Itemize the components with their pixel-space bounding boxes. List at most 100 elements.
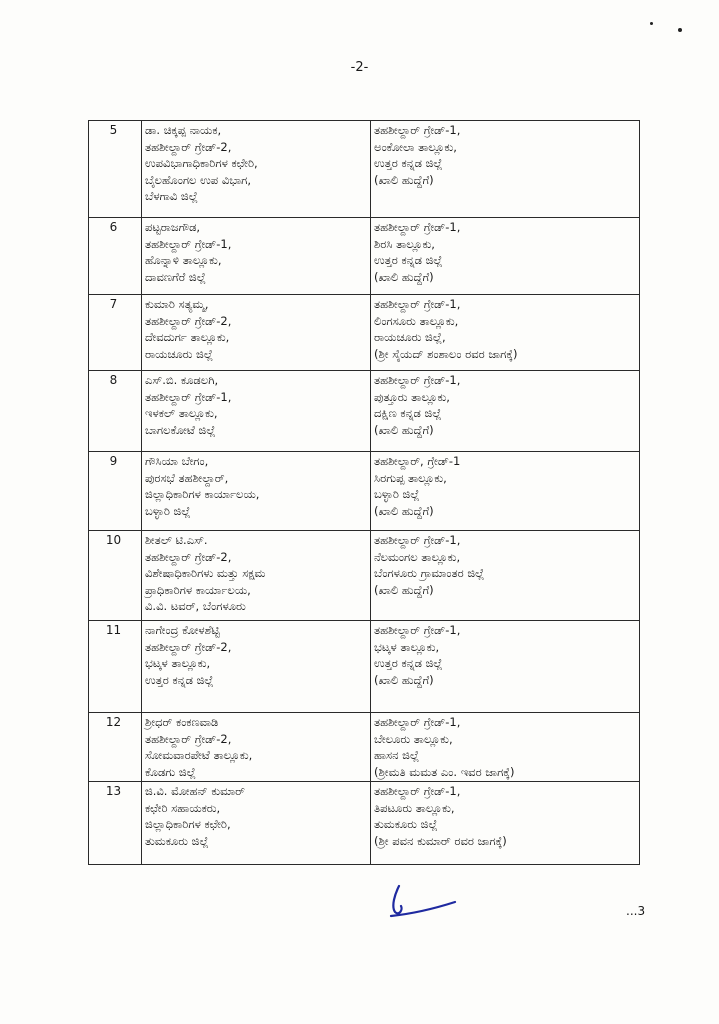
transferred-post-line: ಶಿರಸಿ ತಾಲ್ಲೂಕು, [374,236,435,251]
transferred-post-line: ಬಳ್ಳಾರಿ ಜಿಲ್ಲೆ [374,487,420,501]
table-row: 7 ಕುಮಾರಿ ಸತ್ಯಮ್ಮ, ತಹಶೀಲ್ದಾರ್ ಗ್ರೇಡ್-2, ದೇವದ… [88,294,640,371]
current-post-line: ದಾವಣಗೆರೆ ಜಿಲ್ಲೆ [145,269,206,284]
table-row: 5 ಡಾ. ಚಿಕ್ಕಪ್ಪ ನಾಯಕ, ತಹಶೀಲ್ದಾರ್ ಗ್ರೇಡ್-2, ಉ… [88,120,640,218]
current-post-line: ಭಟ್ಕಳ ತಾಲ್ಲೂಕು, [145,656,211,670]
transferred-post-line: ಬೇಲೂರು ತಾಲ್ಲೂಕು, [374,731,453,746]
current-post-cell: ಡಾ. ಚಿಕ್ಕಪ್ಪ ನಾಯಕ, ತಹಶೀಲ್ದಾರ್ ಗ್ರೇಡ್-2, ಉಪ… [141,120,371,218]
table-row: 9 ಗೌಸಿಯಾ ಬೇಗಂ, ಪುರಸಭೆ ತಹಶೀಲ್ದಾರ್, ಜಿಲ್ಲಾಧಿಕ… [88,451,640,531]
current-post-line: ತಹಶೀಲ್ದಾರ್ ಗ್ರೇಡ್-2, [145,313,232,328]
current-post-line: ವಿ.ವಿ. ಟವರ್, ಬೆಂಗಳೂರು [145,599,246,613]
serial-number: 11 [88,620,142,713]
current-post-line: ತಹಶೀಲ್ದಾರ್ ಗ್ರೇಡ್-2, [145,639,232,654]
transfer-table: 5 ಡಾ. ಚಿಕ್ಕಪ್ಪ ನಾಯಕ, ತಹಶೀಲ್ದಾರ್ ಗ್ರೇಡ್-2, ಉ… [88,120,640,865]
transferred-post-line: ತಹಶೀಲ್ದಾರ್ ಗ್ರೇಡ್-1, [374,623,461,637]
table-row: 8 ಎಸ್.ಬಿ. ಕೂಡಲಗಿ, ತಹಶೀಲ್ದಾರ್ ಗ್ರೇಡ್-1, ಇಳಕಲ… [88,370,640,452]
transferred-post-cell: ತಹಶೀಲ್ದಾರ್ ಗ್ರೇಡ್-1, ಲಿಂಗಸೂರು ತಾಲ್ಲೂಕು, ರಾ… [370,294,640,371]
transferred-post-line: ಸಿರಗುಪ್ಪ ತಾಲ್ಲೂಕು, [374,470,447,485]
transferred-post-cell: ತಹಶೀಲ್ದಾರ್ ಗ್ರೇಡ್-1, ಬೇಲೂರು ತಾಲ್ಲೂಕು, ಹಾಸನ… [370,712,640,782]
current-post-cell: ಜಿ.ವಿ. ಮೋಹನ್ ಕುಮಾರ್ ಕಛೇರಿ ಸಹಾಯಕರು, ಜಿಲ್ಲಾಧ… [141,781,371,865]
transferred-post-line: ತಹಶೀಲ್ದಾರ್ ಗ್ರೇಡ್-1, [374,373,461,387]
transferred-post-line: ದಕ್ಷಿಣ ಕನ್ನಡ ಜಿಲ್ಲೆ [374,406,442,420]
current-post-line: ಶೀತಲ್ ಟಿ.ಎಸ್. [145,533,208,547]
current-post-line: ಶ್ರೀಧರ್ ಕಂಕಣವಾಡಿ [145,715,219,729]
current-post-line: ಜಿಲ್ಲಾಧಿಕಾರಿಗಳ ಕಛೇರಿ, [145,817,231,831]
current-post-line: ಕಛೇರಿ ಸಹಾಯಕರು, [145,800,221,815]
current-post-cell: ಪಟ್ಟರಾಜಗೌಡ, ತಹಶೀಲ್ದಾರ್ ಗ್ರೇಡ್-1, ಹೊನ್ನಾಳಿ … [141,217,371,295]
transferred-post-line: (ಖಾಲಿ ಹುದ್ದೆಗೆ) [374,269,434,284]
transferred-post-line: ತಹಶೀಲ್ದಾರ್ ಗ್ರೇಡ್-1, [374,784,461,798]
current-post-line: ತಹಶೀಲ್ದಾರ್ ಗ್ರೇಡ್-2, [145,549,232,564]
transferred-post-line: ತಹಶೀಲ್ದಾರ್ ಗ್ರೇಡ್-1, [374,297,461,311]
current-post-line: ದೇವದುರ್ಗ ತಾಲ್ಲೂಕು, [145,330,230,344]
transferred-post-line: (ಶ್ರೀ ಸೈಯದ್ ಶಂಶಾಲಂ ರವರ ಜಾಗಕ್ಕೆ) [374,346,518,361]
transferred-post-line: ತಹಶೀಲ್ದಾರ್ ಗ್ರೇಡ್-1, [374,533,461,547]
current-post-cell: ಗೌಸಿಯಾ ಬೇಗಂ, ಪುರಸಭೆ ತಹಶೀಲ್ದಾರ್, ಜಿಲ್ಲಾಧಿಕಾ… [141,451,371,531]
transferred-post-cell: ತಹಶೀಲ್ದಾರ್, ಗ್ರೇಡ್-1 ಸಿರಗುಪ್ಪ ತಾಲ್ಲೂಕು, ಬಳ… [370,451,640,531]
transferred-post-line: (ಶ್ರೀ ಪವನ ಕುಮಾರ್ ರವರ ಜಾಗಕ್ಕೆ) [374,833,507,848]
transferred-post-line: (ಖಾಲಿ ಹುದ್ದೆಗೆ) [374,503,434,518]
table-row: 13 ಜಿ.ವಿ. ಮೋಹನ್ ಕುಮಾರ್ ಕಛೇರಿ ಸಹಾಯಕರು, ಜಿಲ್ಲ… [88,781,640,865]
serial-number: 5 [88,120,142,218]
current-post-cell: ಎಸ್.ಬಿ. ಕೂಡಲಗಿ, ತಹಶೀಲ್ದಾರ್ ಗ್ರೇಡ್-1, ಇಳಕಲ್… [141,370,371,452]
current-post-line: ಗೌಸಿಯಾ ಬೇಗಂ, [145,454,209,468]
current-post-cell: ಕುಮಾರಿ ಸತ್ಯಮ್ಮ, ತಹಶೀಲ್ದಾರ್ ಗ್ರೇಡ್-2, ದೇವದು… [141,294,371,371]
transferred-post-line: ತಿಪಟೂರು ತಾಲ್ಲೂಕು, [374,800,455,815]
table-row: 6 ಪಟ್ಟರಾಜಗೌಡ, ತಹಶೀಲ್ದಾರ್ ಗ್ರೇಡ್-1, ಹೊನ್ನಾಳಿ… [88,217,640,295]
scan-speck [650,22,653,25]
table-row: 12 ಶ್ರೀಧರ್ ಕಂಕಣವಾಡಿ ತಹಶೀಲ್ದಾರ್ ಗ್ರೇಡ್-2, ಸೋ… [88,712,640,782]
current-post-line: ಬೈಲಹೊಂಗಲ ಉಪ ವಿಭಾಗ, [145,172,252,187]
transferred-post-line: (ಖಾಲಿ ಹುದ್ದೆಗೆ) [374,672,434,687]
transferred-post-cell: ತಹಶೀಲ್ದಾರ್ ಗ್ರೇಡ್-1, ಪುತ್ತೂರು ತಾಲ್ಲೂಕು, ದಕ… [370,370,640,452]
current-post-line: ಬಳ್ಳಾರಿ ಜಿಲ್ಲೆ [145,503,191,518]
transferred-post-line: ಉತ್ತರ ಕನ್ನಡ ಜಿಲ್ಲೆ [374,156,443,170]
current-post-cell: ಶ್ರೀಧರ್ ಕಂಕಣವಾಡಿ ತಹಶೀಲ್ದಾರ್ ಗ್ರೇಡ್-2, ಸೋಮವ… [141,712,371,782]
current-post-line: ನಾಗೇಂದ್ರ ಕೋಳಶೆಟ್ಟಿ [145,623,220,637]
transferred-post-line: ತಹಶೀಲ್ದಾರ್ ಗ್ರೇಡ್-1, [374,220,461,234]
current-post-line: ಉಪವಿಭಾಗಾಧಿಕಾರಿಗಳ ಕಛೇರಿ, [145,156,258,170]
transferred-post-cell: ತಹಶೀಲ್ದಾರ್ ಗ್ರೇಡ್-1, ಶಿರಸಿ ತಾಲ್ಲೂಕು, ಉತ್ತರ… [370,217,640,295]
serial-number: 9 [88,451,142,531]
table-row: 11 ನಾಗೇಂದ್ರ ಕೋಳಶೆಟ್ಟಿ ತಹಶೀಲ್ದಾರ್ ಗ್ರೇಡ್-2,… [88,620,640,713]
transferred-post-line: (ಖಾಲಿ ಹುದ್ದೆಗೆ) [374,172,434,187]
current-post-line: ಬಾಗಲಕೋಟೆ ಜಿಲ್ಲೆ [145,422,216,437]
current-post-cell: ಶೀತಲ್ ಟಿ.ಎಸ್. ತಹಶೀಲ್ದಾರ್ ಗ್ರೇಡ್-2, ವಿಶೇಷಾಧ… [141,530,371,621]
serial-number: 6 [88,217,142,295]
table-body: 5 ಡಾ. ಚಿಕ್ಕಪ್ಪ ನಾಯಕ, ತಹಶೀಲ್ದಾರ್ ಗ್ರೇಡ್-2, ಉ… [88,120,640,865]
current-post-cell: ನಾಗೇಂದ್ರ ಕೋಳಶೆಟ್ಟಿ ತಹಶೀಲ್ದಾರ್ ಗ್ರೇಡ್-2, ಭಟ… [141,620,371,713]
current-post-line: ಪ್ರಾಧಿಕಾರಿಗಳ ಕಾರ್ಯಾಲಯ, [145,582,251,597]
current-post-line: ಸೋಮವಾರಪೇಟೆ ತಾಲ್ಲೂಕು, [145,748,253,762]
transferred-post-line: (ಖಾಲಿ ಹುದ್ದೆಗೆ) [374,582,434,597]
current-post-line: ತಹಶೀಲ್ದಾರ್ ಗ್ರೇಡ್-1, [145,236,232,251]
serial-number: 12 [88,712,142,782]
current-post-line: ಪುರಸಭೆ ತಹಶೀಲ್ದಾರ್, [145,470,229,485]
transferred-post-line: ತಹಶೀಲ್ದಾರ್ ಗ್ರೇಡ್-1, [374,123,461,137]
signature [389,884,457,918]
current-post-line: ಡಾ. ಚಿಕ್ಕಪ್ಪ ನಾಯಕ, [145,123,222,137]
page-number: -2- [350,60,369,75]
transferred-post-line: ಉತ್ತರ ಕನ್ನಡ ಜಿಲ್ಲೆ [374,253,443,267]
transferred-post-line: ತುಮಕೂರು ಜಿಲ್ಲೆ [374,817,438,831]
serial-number: 13 [88,781,142,865]
current-post-line: ರಾಯಚೂರು ಜಿಲ್ಲೆ [145,346,214,361]
continuation-marker: ...3 [626,904,646,918]
current-post-line: ತಹಶೀಲ್ದಾರ್ ಗ್ರೇಡ್-1, [145,389,232,404]
transferred-post-line: ಅಂಕೋಲಾ ತಾಲ್ಲೂಕು, [374,139,457,154]
current-post-line: ಎಸ್.ಬಿ. ಕೂಡಲಗಿ, [145,373,219,387]
current-post-line: ಕುಮಾರಿ ಸತ್ಯಮ್ಮ, [145,297,209,311]
current-post-line: ಪಟ್ಟರಾಜಗೌಡ, [145,220,201,234]
current-post-line: ತುಮಕೂರು ಜಿಲ್ಲೆ [145,833,209,848]
transferred-post-cell: ತಹಶೀಲ್ದಾರ್ ಗ್ರೇಡ್-1, ಅಂಕೋಲಾ ತಾಲ್ಲೂಕು, ಉತ್ತ… [370,120,640,218]
current-post-line: ಇಳಕಲ್ ತಾಲ್ಲೂಕು, [145,406,218,420]
current-post-line: ಉತ್ತರ ಕನ್ನಡ ಜಿಲ್ಲೆ [145,672,214,687]
transferred-post-line: ಲಿಂಗಸೂರು ತಾಲ್ಲೂಕು, [374,313,459,328]
transferred-post-line: ಹಾಸನ ಜಿಲ್ಲೆ [374,748,420,762]
transferred-post-line: ನೆಲಮಂಗಲ ತಾಲ್ಲೂಕು, [374,549,461,564]
transferred-post-line: ರಾಯಚೂರು ಜಿಲ್ಲೆ, [374,330,446,344]
current-post-line: ತಹಶೀಲ್ದಾರ್ ಗ್ರೇಡ್-2, [145,139,232,154]
current-post-line: ಕೊಡಗು ಜಿಲ್ಲೆ [145,764,196,779]
current-post-line: ಹೊನ್ನಾಳಿ ತಾಲ್ಲೂಕು, [145,253,222,267]
transferred-post-line: (ಖಾಲಿ ಹುದ್ದೆಗೆ) [374,422,434,437]
transferred-post-cell: ತಹಶೀಲ್ದಾರ್ ಗ್ರೇಡ್-1, ತಿಪಟೂರು ತಾಲ್ಲೂಕು, ತುಮ… [370,781,640,865]
current-post-line: ಬೆಳಗಾವಿ ಜಿಲ್ಲೆ [145,189,198,203]
scan-speck [678,28,682,32]
